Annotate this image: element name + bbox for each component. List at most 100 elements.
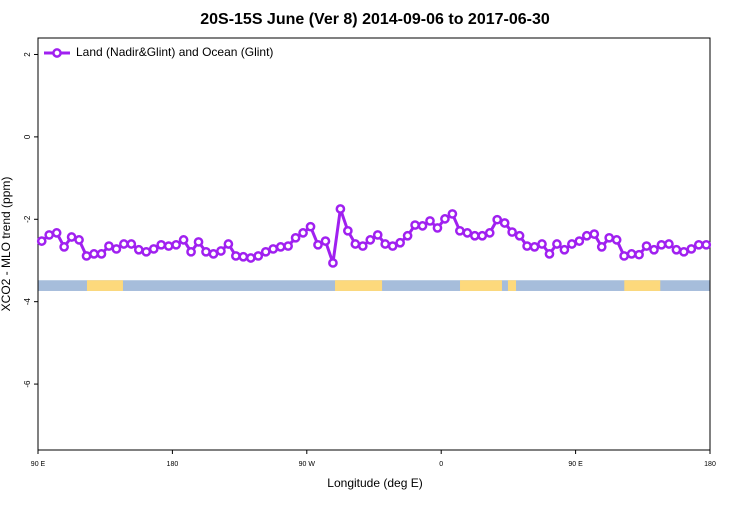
data-point	[417, 221, 428, 231]
data-point	[238, 251, 249, 262]
data-point	[664, 239, 674, 249]
legend-marker	[52, 48, 62, 58]
data-point	[275, 242, 286, 252]
data-point	[455, 225, 465, 236]
data-point	[320, 236, 331, 246]
x-tick-label: 90 E	[31, 461, 46, 468]
data-point	[81, 251, 92, 261]
land-band	[86, 280, 123, 291]
x-tick-label: 180	[167, 461, 179, 468]
land-band	[507, 280, 517, 291]
data-point	[372, 230, 383, 240]
data-point	[36, 236, 47, 246]
data-point	[469, 230, 480, 241]
data-point	[343, 225, 353, 236]
legend-label: Land (Nadir&Glint) and Ocean (Glint)	[76, 45, 273, 59]
data-point	[126, 239, 137, 249]
data-point	[447, 209, 458, 219]
data-point	[440, 214, 450, 224]
y-tick-label: -6	[23, 380, 32, 388]
x-tick-label: 0	[439, 461, 443, 468]
data-point	[686, 244, 697, 254]
data-point	[171, 239, 181, 250]
data-point	[119, 239, 129, 249]
data-point	[260, 246, 271, 257]
data-point	[365, 235, 376, 245]
data-point	[357, 241, 368, 251]
data-point	[559, 244, 570, 255]
data-point	[410, 220, 420, 230]
data-point	[268, 244, 279, 254]
data-point	[223, 239, 234, 249]
data-point	[641, 241, 652, 251]
data-point	[596, 242, 607, 252]
data-point	[208, 249, 219, 259]
data-point	[178, 235, 189, 245]
x-tick-label: 90 E	[568, 461, 583, 468]
data-point	[283, 241, 293, 251]
data-point	[604, 232, 615, 243]
data-point	[656, 239, 667, 250]
data-point	[305, 221, 316, 232]
y-tick-label: 0	[23, 134, 32, 139]
data-point	[245, 253, 256, 263]
data-point	[290, 232, 301, 243]
data-point	[350, 239, 361, 249]
land-band	[335, 280, 383, 291]
data-point	[111, 244, 122, 254]
data-point	[253, 251, 264, 261]
data-point	[59, 242, 69, 252]
data-point	[492, 214, 503, 225]
data-point	[395, 237, 405, 248]
data-point	[611, 235, 622, 245]
data-point	[328, 258, 338, 268]
data-point	[335, 204, 346, 214]
x-axis-label: Longitude (deg E)	[327, 476, 422, 490]
data-point	[380, 239, 391, 249]
data-point	[104, 241, 114, 251]
data-point	[141, 246, 152, 257]
y-tick-label: -2	[23, 215, 32, 223]
data-point	[44, 230, 55, 240]
data-point	[484, 228, 495, 238]
data-point	[529, 242, 540, 252]
x-tick-label: 180	[704, 461, 716, 468]
data-point	[537, 239, 547, 249]
data-point	[186, 246, 196, 257]
data-point	[133, 244, 144, 255]
data-point	[402, 230, 413, 241]
land-band	[460, 280, 502, 291]
data-point	[462, 228, 473, 238]
data-point	[507, 227, 517, 237]
x-tick-label: 90 W	[299, 461, 316, 468]
data-point	[231, 251, 241, 261]
data-point	[574, 236, 585, 246]
data-point	[298, 228, 308, 238]
data-point	[201, 246, 211, 257]
data-point	[156, 239, 167, 250]
land-band	[624, 280, 661, 291]
data-point	[679, 246, 689, 257]
data-point	[626, 249, 637, 259]
data-point	[589, 229, 600, 239]
data-point	[693, 239, 704, 250]
data-point	[89, 249, 99, 259]
data-point	[387, 241, 398, 251]
data-point	[552, 239, 562, 249]
y-tick-label: -4	[23, 298, 32, 306]
data-point	[619, 251, 629, 261]
data-point	[544, 249, 555, 259]
data-point	[74, 235, 84, 245]
data-point	[522, 241, 532, 251]
data-point	[216, 246, 226, 256]
chart-title: 20S-15S June (Ver 8) 2014-09-06 to 2017-…	[200, 11, 550, 28]
y-axis-label: XCO2 - MLO trend (ppm)	[0, 177, 13, 312]
data-point	[567, 239, 577, 249]
data-point	[66, 232, 77, 242]
data-point	[581, 230, 592, 241]
data-point	[432, 223, 443, 233]
data-point	[193, 237, 204, 247]
data-point	[96, 249, 107, 259]
data-point	[148, 244, 159, 254]
